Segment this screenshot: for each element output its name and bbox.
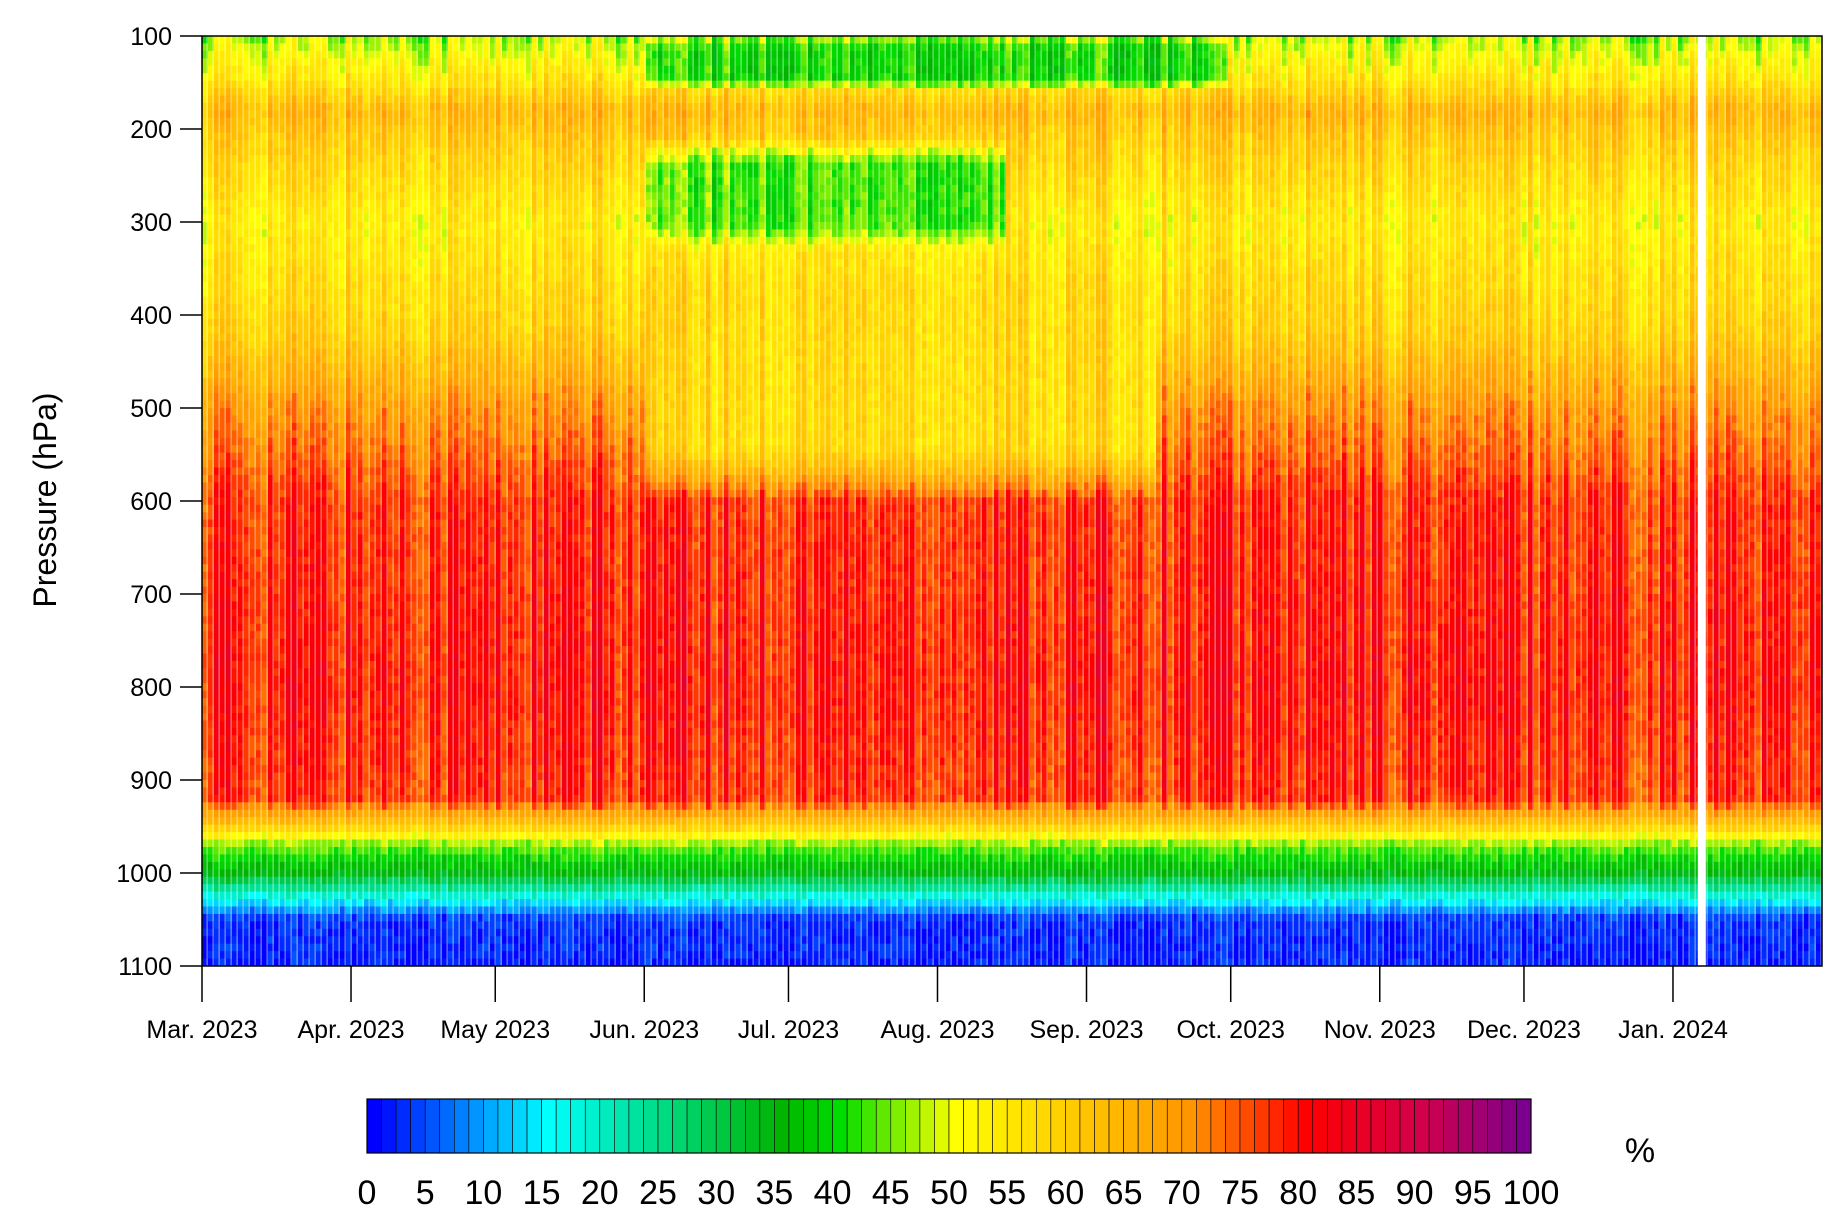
heatmap-plot-area: [202, 36, 1823, 967]
